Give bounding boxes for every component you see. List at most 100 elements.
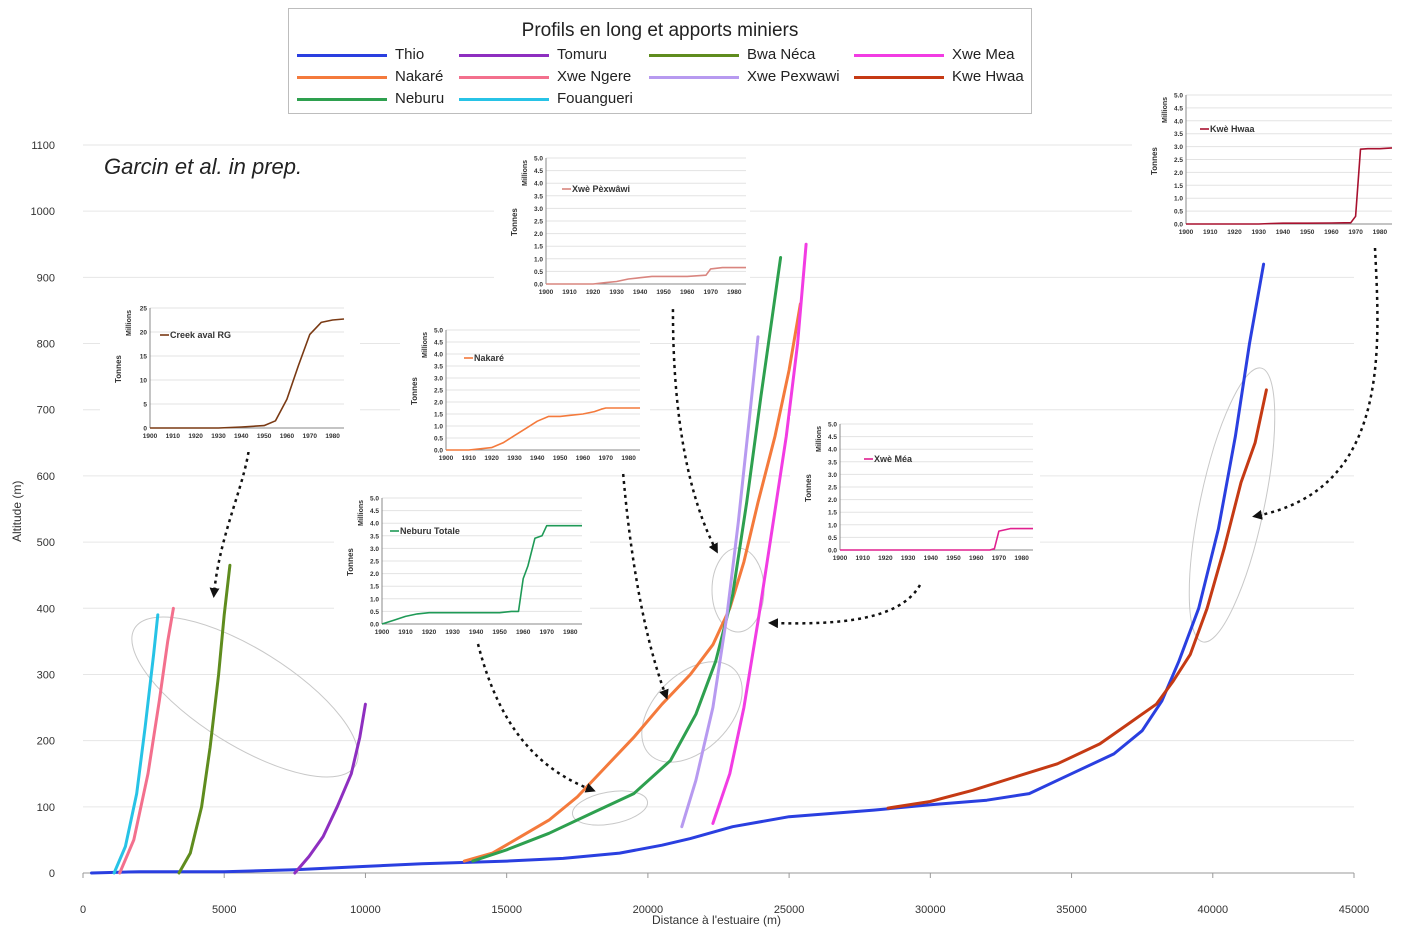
inset-y-tick-label: 3.5 [434, 364, 443, 371]
inset-y-tick-label: 3.0 [1174, 144, 1183, 151]
inset-y-tick-label: 0.5 [434, 436, 443, 443]
inset-y-label: Tonnes [346, 548, 355, 576]
inset-y-tick-label: 1.0 [828, 522, 837, 529]
connector-arrow [768, 584, 922, 629]
inset-y-label: Tonnes [410, 377, 419, 405]
inset-x-tick-label: 1980 [325, 433, 340, 440]
legend-swatch [297, 54, 387, 57]
inset-y-tick-label: 2.5 [828, 485, 837, 492]
inset-y-tick-label: 1.5 [434, 412, 443, 419]
x-tick-label: 5000 [212, 904, 236, 916]
y-tick-label: 100 [37, 802, 55, 814]
inset-y-unit: Millions [422, 331, 429, 358]
inset-x-tick-label: 1950 [492, 629, 507, 636]
inset-chart: 0 5 10 15 20 25 1900 1910 1920 1930 1940 1950 1960 19… [100, 292, 360, 452]
legend-label: Xwe Ngere [557, 68, 632, 85]
inset-x-tick-label: 1940 [234, 433, 249, 440]
y-tick-label: 800 [37, 339, 55, 351]
inset-y-tick-label: 3.0 [434, 376, 443, 383]
inset-plot: 0.0 0.5 1.0 1.5 2.0 2.5 3.0 3.5 4.0 4.5 5.0 1900 191… [828, 422, 1033, 562]
inset-x-tick-label: 1920 [188, 433, 203, 440]
series-line [90, 262, 1266, 875]
inset-x-tick-label: 1970 [539, 629, 554, 636]
inset-x-tick-label: 1980 [621, 455, 636, 462]
inset-x-tick-label: 1950 [1300, 229, 1315, 236]
inset-x-tick-label: 1970 [1348, 229, 1363, 236]
inset-y-tick-label: 4.5 [370, 508, 379, 515]
inset-y-tick-label: 0.0 [828, 548, 837, 555]
legend-label: Nakaré [395, 68, 444, 85]
inset-y-tick-label: 15 [140, 354, 148, 361]
inset-x-tick-label: 1980 [563, 629, 578, 636]
inset-series-name: Xwè Pèxwâwi [572, 184, 631, 194]
inset-plot: 0.0 0.5 1.0 1.5 2.0 2.5 3.0 3.5 4.0 4.5 5.0 1900 191… [434, 328, 640, 462]
inset-x-tick-label: 1910 [166, 433, 181, 440]
inset-y-tick-label: 4.0 [534, 181, 543, 188]
inset-x-tick-label: 1980 [727, 289, 742, 296]
inset-y-tick-label: 1.5 [370, 584, 379, 591]
inset-y-tick-label: 1.0 [534, 256, 543, 263]
inset-series-name: Kwè Hwaa [1210, 124, 1255, 134]
inset-x-tick-label: 1900 [143, 433, 158, 440]
inset-x-tick-label: 1970 [992, 555, 1007, 562]
inset-y-tick-label: 25 [140, 306, 148, 313]
inset-y-tick-label: 0.5 [828, 535, 837, 542]
legend-label: Tomuru [557, 46, 608, 63]
inset-y-unit: Millions [126, 309, 133, 336]
inset-x-tick-label: 1930 [507, 455, 522, 462]
inset-x-tick-label: 1900 [539, 289, 554, 296]
connector-arrow [209, 437, 252, 598]
highlight-ellipse [571, 790, 649, 826]
inset-y-tick-label: 4.5 [434, 340, 443, 347]
x-tick-label: 25000 [774, 904, 805, 916]
inset-chart: 0.0 0.5 1.0 1.5 2.0 2.5 3.0 3.5 4.0 4.5 5.0 1900 191… [790, 416, 1040, 570]
y-tick-label: 1100 [31, 140, 55, 152]
inset-series-line [546, 266, 746, 285]
inset-y-tick-label: 3.0 [370, 546, 379, 553]
inset-x-tick-label: 1960 [280, 433, 295, 440]
inset-y-tick-label: 20 [140, 330, 148, 337]
inset-series-line [446, 407, 640, 451]
inset-series-line [1186, 147, 1393, 225]
inset-y-tick-label: 3.0 [828, 472, 837, 479]
inset-x-tick-label: 1910 [855, 555, 870, 562]
inset-chart: 0.0 0.5 1.0 1.5 2.0 2.5 3.0 3.5 4.0 4.5 5.0 1900 191… [400, 318, 650, 470]
x-tick-label: 20000 [633, 904, 664, 916]
inset-y-tick-label: 3.5 [1174, 131, 1183, 138]
inset-y-tick-label: 2.0 [434, 400, 443, 407]
inset-y-tick-label: 0 [143, 426, 147, 433]
inset-y-tick-label: 3.5 [534, 193, 543, 200]
inset-x-tick-label: 1950 [656, 289, 671, 296]
series-line [471, 256, 783, 863]
inset-y-tick-label: 0.5 [370, 609, 379, 616]
x-tick-label: 0 [80, 904, 86, 916]
y-axis-title: Altitude (m) [10, 480, 24, 542]
inset-x-tick-label: 1960 [1324, 229, 1339, 236]
inset-x-tick-label: 1940 [530, 455, 545, 462]
legend-swatch [854, 54, 944, 57]
legend-swatch [649, 76, 739, 79]
connector-arrow [1252, 247, 1379, 520]
inset-y-tick-label: 5.0 [828, 422, 837, 429]
series-line [177, 563, 232, 875]
x-tick-label: 35000 [1056, 904, 1087, 916]
legend-label: Thio [395, 46, 425, 63]
inset-y-tick-label: 10 [140, 378, 148, 385]
legend-label: Kwe Hwaa [952, 68, 1024, 85]
inset-y-tick-label: 0.0 [370, 622, 379, 629]
inset-y-tick-label: 3.5 [370, 533, 379, 540]
inset-x-tick-label: 1970 [599, 455, 614, 462]
series-line [112, 613, 160, 875]
inset-x-tick-label: 1900 [439, 455, 454, 462]
inset-y-tick-label: 5.0 [434, 328, 443, 335]
inset-x-tick-label: 1940 [633, 289, 648, 296]
inset-y-tick-label: 4.0 [434, 352, 443, 359]
inset-y-unit: Millions [1162, 96, 1169, 123]
inset-y-tick-label: 1.0 [370, 596, 379, 603]
inset-series-line [840, 527, 1033, 551]
inset-y-label: Tonnes [510, 208, 519, 236]
x-tick-label: 30000 [915, 904, 946, 916]
inset-y-tick-label: 4.0 [1174, 118, 1183, 125]
series-line [462, 302, 802, 863]
inset-x-tick-label: 1960 [969, 555, 984, 562]
